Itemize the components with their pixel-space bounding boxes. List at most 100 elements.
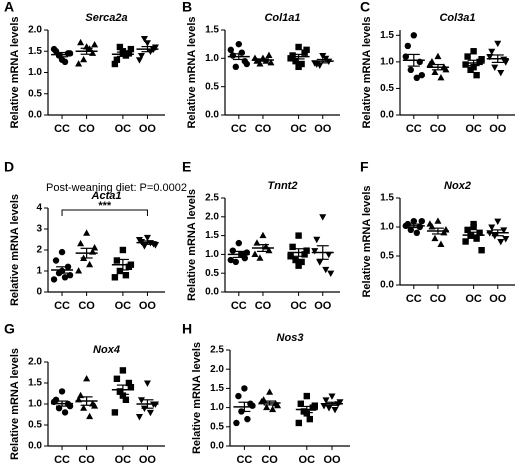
y-tick-label: 0.0 <box>205 287 219 298</box>
y-axis-label: Relative mRNA levels <box>361 185 373 297</box>
x-tick-label: CO <box>78 123 95 135</box>
point <box>135 236 143 244</box>
point <box>127 45 135 53</box>
error-bar <box>256 244 269 252</box>
point <box>135 414 143 421</box>
y-tick-label: 2.5 <box>205 193 219 204</box>
gene-title: Nos3 <box>277 332 304 344</box>
y-tick-label: 1.0 <box>28 67 42 78</box>
y-tick-label: 1.5 <box>28 46 42 57</box>
annotation: Post-weaning diet: P=0.0002 <box>46 182 187 194</box>
point <box>306 415 313 423</box>
x-tick-label: OC <box>115 300 132 312</box>
point <box>241 385 248 392</box>
x-tick-label: OC <box>299 454 316 466</box>
point <box>58 388 66 395</box>
point <box>61 274 69 281</box>
point <box>91 402 99 409</box>
y-tick-label: 4 <box>36 203 42 214</box>
point <box>91 244 99 251</box>
point <box>77 239 85 247</box>
gene-title: Col3a1 <box>439 12 475 24</box>
point <box>227 256 234 264</box>
y-tick-label: 0.0 <box>28 441 42 452</box>
point <box>488 48 496 56</box>
x-tick-label: OO <box>139 300 157 312</box>
x-tick-label: CC <box>406 123 422 135</box>
error-bar <box>263 400 276 406</box>
point <box>311 248 319 255</box>
point <box>244 415 251 423</box>
point <box>265 51 273 59</box>
point <box>151 242 159 249</box>
point <box>431 68 439 76</box>
y-axis-label: Relative mRNA levels <box>191 342 203 454</box>
point <box>442 66 450 73</box>
point <box>402 53 409 60</box>
y-tick-label: 0.0 <box>205 110 219 121</box>
error-bar <box>292 53 305 60</box>
point <box>66 272 74 279</box>
point <box>61 409 69 416</box>
point <box>407 66 414 74</box>
y-tick-label: 0.5 <box>28 420 42 431</box>
error-bar <box>56 400 69 407</box>
point <box>235 239 242 247</box>
point <box>146 409 154 417</box>
point <box>66 402 74 410</box>
point <box>303 410 310 417</box>
point <box>125 379 133 387</box>
y-tick-label: 0.0 <box>28 110 42 121</box>
point <box>119 392 127 399</box>
y-tick-label: 2.5 <box>210 345 224 356</box>
y-axis-label: Relative mRNA levels <box>186 16 198 128</box>
error-bar <box>491 54 504 64</box>
gene-title: Acta1 <box>91 190 122 202</box>
point <box>413 229 420 236</box>
error-bar <box>232 53 245 61</box>
point <box>295 262 302 269</box>
point <box>336 399 344 406</box>
point <box>52 257 60 264</box>
x-tick-label: CC <box>231 300 247 312</box>
point <box>140 405 148 413</box>
point <box>473 71 480 79</box>
error-bar <box>467 59 480 67</box>
point <box>303 46 310 54</box>
point <box>478 56 485 63</box>
y-tick-label: 0.5 <box>28 88 42 99</box>
significance-label: *** <box>98 200 112 212</box>
significance-bracket <box>61 209 148 216</box>
point <box>494 40 502 48</box>
point <box>83 229 91 236</box>
point <box>251 250 259 257</box>
point <box>426 60 434 68</box>
x-tick-label: OC <box>465 293 482 305</box>
point <box>238 49 245 56</box>
panel-label: D <box>4 159 14 175</box>
point <box>113 257 121 264</box>
point <box>55 52 63 59</box>
point <box>287 55 294 62</box>
point <box>410 32 417 39</box>
y-tick-label: 1.5 <box>28 378 42 389</box>
point <box>464 226 471 234</box>
point <box>313 236 321 244</box>
point <box>322 266 330 274</box>
point <box>431 234 439 242</box>
y-tick-label: 1.0 <box>210 402 224 413</box>
y-tick-label: 1.0 <box>380 57 394 68</box>
point <box>137 52 145 60</box>
y-axis-label: Relative mRNA levels <box>9 348 21 460</box>
x-tick-label: OC <box>115 123 132 135</box>
y-axis-label: Relative mRNA levels <box>361 16 373 128</box>
y-axis-label: Relative mRNA levels <box>9 194 21 306</box>
x-tick-label: CC <box>54 123 70 135</box>
point <box>58 248 66 256</box>
point <box>235 392 242 400</box>
point <box>413 74 420 82</box>
point <box>434 52 442 60</box>
y-tick-label: 1.0 <box>380 222 394 233</box>
x-tick-label: OC <box>290 123 307 135</box>
y-tick-label: 1 <box>36 266 42 277</box>
